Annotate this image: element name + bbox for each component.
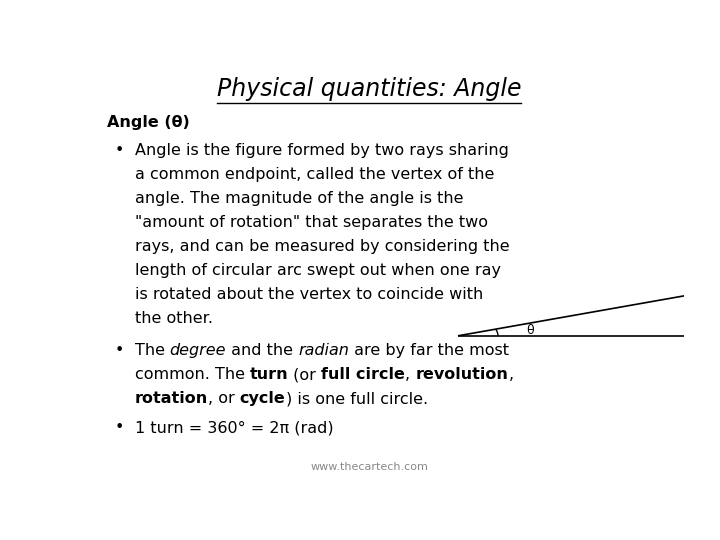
Text: radian: radian [298, 343, 349, 358]
Text: (or: (or [289, 367, 321, 382]
Text: ) is one full circle.: ) is one full circle. [286, 391, 428, 406]
Text: cycle: cycle [240, 391, 286, 406]
Text: "amount of rotation" that separates the two: "amount of rotation" that separates the … [135, 215, 487, 230]
Text: revolution: revolution [415, 367, 508, 382]
Text: 1 turn = 360° = 2π (rad): 1 turn = 360° = 2π (rad) [135, 420, 333, 435]
Text: angle. The magnitude of the angle is the: angle. The magnitude of the angle is the [135, 191, 463, 206]
Text: •: • [115, 143, 125, 158]
Text: ,: , [405, 367, 415, 382]
Text: rays, and can be measured by considering the: rays, and can be measured by considering… [135, 239, 509, 254]
Text: turn: turn [250, 367, 289, 382]
Text: full circle: full circle [321, 367, 405, 382]
Text: degree: degree [170, 343, 226, 358]
Text: Angle (θ): Angle (θ) [107, 114, 189, 130]
Text: is rotated about the vertex to coincide with: is rotated about the vertex to coincide … [135, 287, 483, 302]
Text: common. The: common. The [135, 367, 250, 382]
Text: Physical quantities: Angle: Physical quantities: Angle [217, 77, 521, 102]
Text: , or: , or [208, 391, 240, 406]
Text: are by far the most: are by far the most [349, 343, 509, 358]
Text: and the: and the [226, 343, 298, 358]
Text: Angle is the figure formed by two rays sharing: Angle is the figure formed by two rays s… [135, 143, 508, 158]
Text: rotation: rotation [135, 391, 208, 406]
Text: length of circular arc swept out when one ray: length of circular arc swept out when on… [135, 263, 500, 278]
Text: •: • [115, 343, 125, 358]
Text: θ: θ [526, 324, 534, 337]
Text: a common endpoint, called the vertex of the: a common endpoint, called the vertex of … [135, 167, 494, 181]
Text: ,: , [508, 367, 513, 382]
Text: www.thecartech.com: www.thecartech.com [310, 462, 428, 472]
Text: The: The [135, 343, 170, 358]
Text: the other.: the other. [135, 312, 212, 326]
Text: •: • [115, 420, 125, 435]
